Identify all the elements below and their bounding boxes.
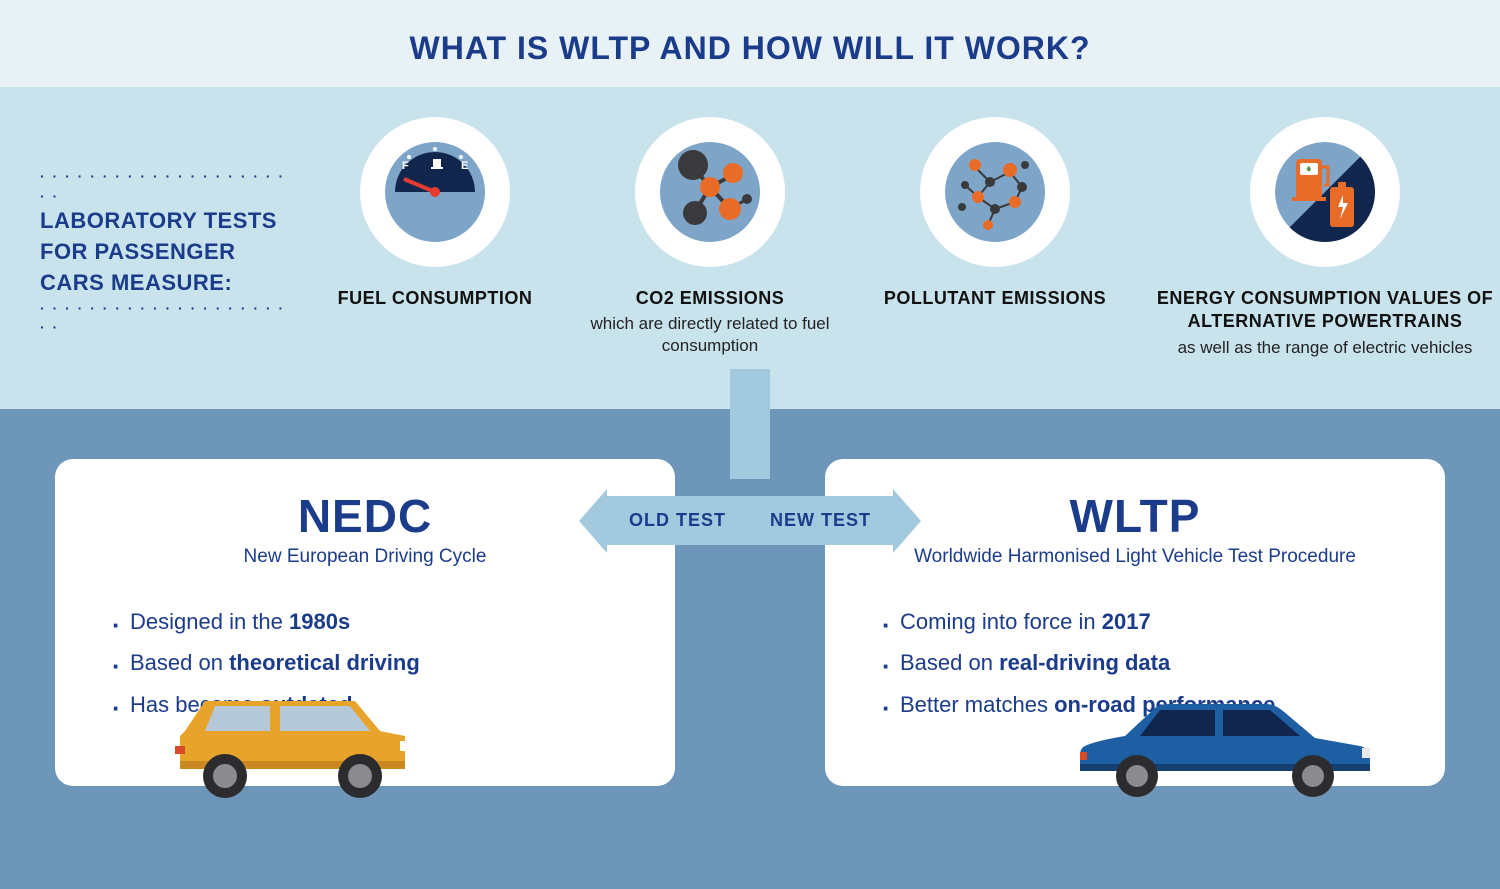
svg-text:E: E — [461, 160, 468, 172]
page-title: WHAT IS WLTP AND HOW WILL IT WORK? — [0, 30, 1500, 67]
icon-circle — [635, 117, 785, 267]
arrow-right: NEW TEST — [748, 489, 921, 553]
co2-molecule-icon — [655, 137, 765, 247]
panel-title: NEDC — [100, 489, 630, 543]
top-section: · · · · · · · · · · · · · · · · · · · · … — [0, 87, 1500, 409]
intro-label-block: · · · · · · · · · · · · · · · · · · · · … — [40, 117, 290, 338]
icon-item-energy: ENERGY CONSUMPTION VALUES OF ALTERNATIVE… — [1140, 117, 1500, 359]
icons-row: F E FUEL CONSUMPTION — [330, 117, 1500, 359]
pollutant-molecule-icon — [940, 137, 1050, 247]
header: WHAT IS WLTP AND HOW WILL IT WORK? — [0, 0, 1500, 87]
icon-item-pollutant: POLLUTANT EMISSIONS — [880, 117, 1110, 359]
icon-title: FUEL CONSUMPTION — [338, 287, 533, 310]
icon-item-co2: CO2 EMISSIONS which are directly related… — [570, 117, 850, 359]
connector-bar — [730, 369, 770, 479]
fuel-gauge-icon: F E — [380, 137, 490, 247]
car-new-icon — [1065, 686, 1385, 806]
arrow-label-old: OLD TEST — [607, 496, 748, 545]
energy-pump-battery-icon — [1270, 137, 1380, 247]
bullet: Coming into force in 2017 — [900, 601, 1400, 643]
dotted-rule-top: · · · · · · · · · · · · · · · · · · · · … — [40, 167, 290, 206]
arrow-label-new: NEW TEST — [748, 496, 893, 545]
icon-circle — [1250, 117, 1400, 267]
icon-circle — [920, 117, 1070, 267]
intro-label: LABORATORY TESTS FOR PASSENGER CARS MEAS… — [40, 206, 290, 298]
icon-title: ENERGY CONSUMPTION VALUES OF ALTERNATIVE… — [1140, 287, 1500, 334]
arrow-head — [579, 489, 607, 553]
arrow-head — [893, 489, 921, 553]
bottom-section: OLD TEST NEW TEST NEDC New European Driv… — [0, 409, 1500, 889]
arrows-center: OLD TEST NEW TEST — [579, 489, 921, 553]
icon-subtitle: which are directly related to fuel consu… — [570, 313, 850, 357]
dotted-rule-bottom: · · · · · · · · · · · · · · · · · · · · … — [40, 299, 290, 338]
panel-subtitle: New European Driving Cycle — [100, 545, 630, 569]
car-old-icon — [155, 676, 435, 806]
svg-text:F: F — [402, 160, 409, 172]
icon-subtitle: as well as the range of electric vehicle… — [1178, 337, 1473, 359]
bullet: Designed in the 1980s — [130, 601, 630, 643]
icon-item-fuel: F E FUEL CONSUMPTION — [330, 117, 540, 359]
bullet: Based on real-driving data — [900, 642, 1400, 684]
panel-subtitle: Worldwide Harmonised Light Vehicle Test … — [870, 545, 1400, 569]
arrow-left: OLD TEST — [579, 489, 748, 553]
icon-title: CO2 EMISSIONS — [636, 287, 785, 310]
icon-circle: F E — [360, 117, 510, 267]
panel-title: WLTP — [870, 489, 1400, 543]
icon-title: POLLUTANT EMISSIONS — [884, 287, 1106, 310]
infographic-root: WHAT IS WLTP AND HOW WILL IT WORK? · · ·… — [0, 0, 1500, 845]
